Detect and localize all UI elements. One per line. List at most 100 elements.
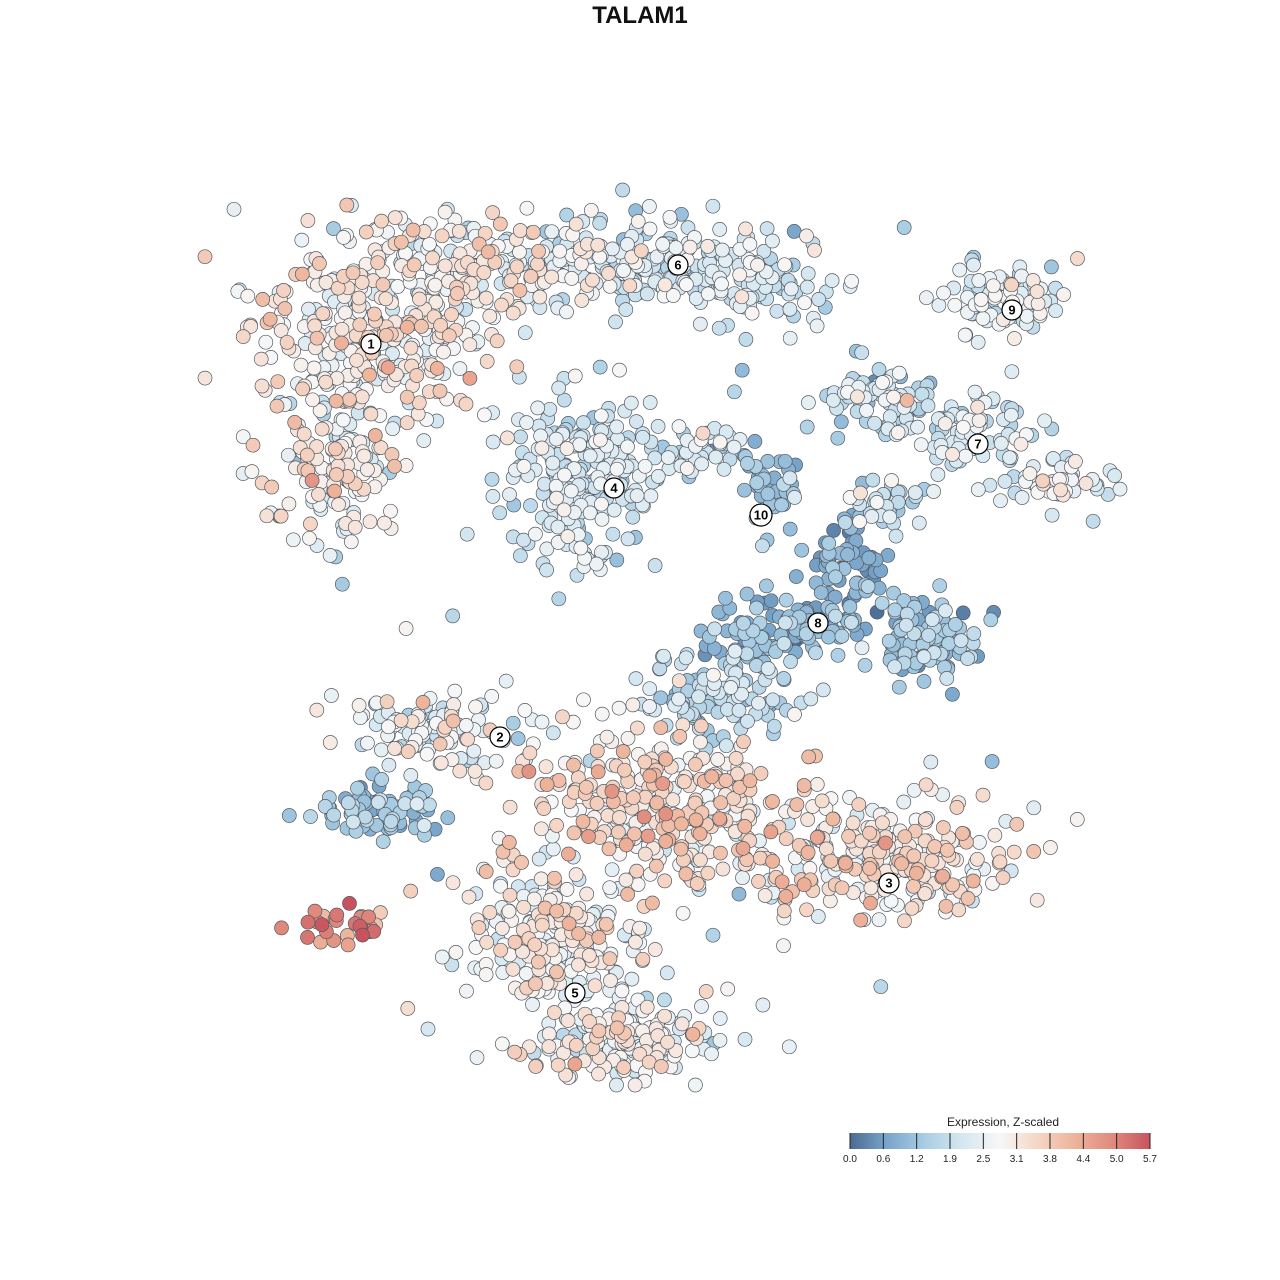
cell-point [840, 547, 855, 562]
cell-point [335, 412, 351, 428]
cell-point [825, 811, 841, 827]
cell-point [700, 286, 716, 302]
cell-point [650, 469, 666, 484]
cell-point [755, 997, 771, 1013]
cell-point [347, 519, 363, 535]
cell-point [1002, 450, 1017, 465]
cell-point [948, 617, 963, 632]
cell-point [528, 526, 543, 542]
cell-point [510, 731, 526, 746]
cell-point [571, 926, 586, 942]
cell-point [672, 729, 688, 744]
cell-point [830, 430, 846, 446]
cell-point [921, 627, 936, 643]
cell-point [1013, 436, 1029, 452]
cell-point [776, 671, 792, 686]
cell-point [458, 718, 474, 733]
cell-point [738, 221, 753, 237]
cell-point [599, 729, 615, 745]
cluster-label-text: 6 [674, 258, 681, 273]
cell-point [945, 877, 960, 893]
cell-point [629, 414, 644, 429]
cell-point [778, 831, 794, 847]
cell-point [811, 292, 827, 307]
cell-point [965, 873, 981, 889]
cell-point [732, 779, 748, 795]
cell-point [678, 866, 694, 882]
cell-point [328, 393, 344, 409]
cell-point [530, 400, 546, 416]
cell-point [906, 878, 921, 894]
cluster-label-badge [564, 982, 586, 1004]
cell-point [955, 605, 971, 621]
cell-point [871, 362, 887, 377]
cell-point [437, 204, 453, 220]
cell-point [592, 359, 608, 375]
cell-point [591, 1023, 607, 1039]
cell-point [782, 301, 798, 317]
cell-point [478, 864, 494, 879]
cell-point [865, 472, 881, 488]
cell-point [674, 1016, 690, 1032]
cell-point [502, 487, 517, 502]
cell-point [273, 323, 289, 338]
cell-point [852, 514, 867, 529]
cell-point [620, 237, 635, 252]
cell-point [534, 714, 550, 730]
cell-point [694, 456, 709, 472]
cluster-label-text: 9 [1008, 303, 1015, 318]
cell-point [531, 243, 546, 259]
cell-point [592, 432, 608, 448]
cell-point [737, 482, 752, 498]
cell-point [658, 806, 674, 822]
cell-point [387, 741, 402, 756]
cell-point [765, 794, 780, 809]
cell-point [485, 205, 500, 220]
cell-point [740, 456, 755, 471]
cell-point [788, 569, 804, 584]
cell-point [799, 419, 815, 435]
cell-point [783, 654, 798, 669]
cell-point [810, 909, 826, 924]
cell-point [498, 673, 514, 689]
cell-point [539, 541, 555, 557]
cluster-label-text: 1 [367, 337, 374, 352]
cell-point [955, 419, 971, 435]
cell-point [589, 796, 605, 811]
cell-point [966, 257, 981, 273]
cell-point [718, 773, 734, 788]
cell-point [919, 290, 934, 306]
legend-tick-label: 0.6 [876, 1154, 890, 1165]
cell-point [983, 612, 999, 628]
cell-point [578, 779, 594, 795]
cell-point [383, 814, 399, 829]
cell-point [656, 648, 671, 664]
cell-point [592, 215, 608, 231]
cell-point [625, 697, 641, 713]
cell-point [777, 257, 792, 273]
cell-point [568, 216, 584, 232]
legend-tick-label: 3.8 [1043, 1154, 1057, 1165]
cell-point [295, 381, 310, 397]
cell-point [828, 569, 843, 585]
legend-tick-label: 2.5 [976, 1154, 990, 1165]
cell-point [276, 283, 291, 298]
cell-point [1037, 413, 1052, 429]
cell-point [254, 378, 270, 394]
cell-point [480, 244, 496, 260]
cell-point [274, 920, 289, 936]
cluster-label-7: 7 [967, 433, 989, 455]
cell-point [343, 534, 359, 550]
cell-point [734, 686, 749, 702]
cell-point [576, 415, 591, 430]
cell-point [897, 829, 913, 845]
cell-point [312, 403, 328, 418]
cell-point [421, 236, 437, 252]
cell-point [527, 937, 543, 953]
cell-point [679, 461, 695, 476]
cell-point [361, 909, 376, 925]
cell-point [755, 538, 770, 554]
cell-point [270, 374, 286, 390]
cell-point [360, 462, 375, 477]
cell-point [714, 242, 730, 258]
